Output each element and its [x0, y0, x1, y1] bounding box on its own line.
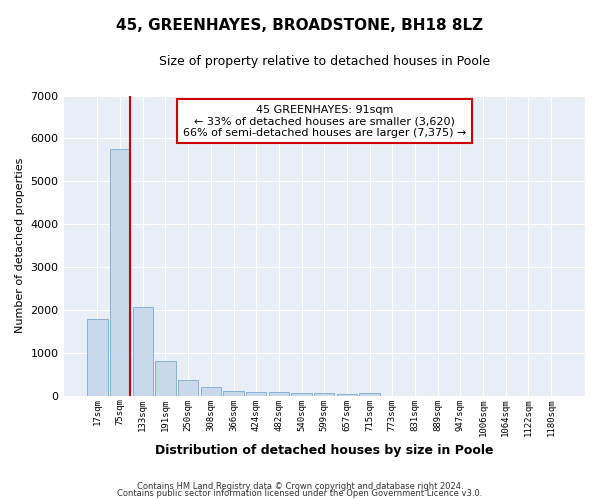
- Bar: [110, 149, 130, 396]
- Text: 45 GREENHAYES: 91sqm
← 33% of detached houses are smaller (3,620)
66% of semi-de: 45 GREENHAYES: 91sqm ← 33% of detached h…: [182, 104, 466, 138]
- Bar: [246, 392, 266, 396]
- Bar: [269, 392, 289, 396]
- Bar: [155, 360, 176, 396]
- X-axis label: Distribution of detached houses by size in Poole: Distribution of detached houses by size …: [155, 444, 494, 458]
- Text: 45, GREENHAYES, BROADSTONE, BH18 8LZ: 45, GREENHAYES, BROADSTONE, BH18 8LZ: [116, 18, 484, 32]
- Bar: [87, 320, 107, 396]
- Y-axis label: Number of detached properties: Number of detached properties: [15, 158, 25, 334]
- Bar: [292, 393, 312, 396]
- Text: Contains public sector information licensed under the Open Government Licence v3: Contains public sector information licen…: [118, 490, 482, 498]
- Bar: [314, 394, 334, 396]
- Bar: [178, 380, 199, 396]
- Text: Contains HM Land Registry data © Crown copyright and database right 2024.: Contains HM Land Registry data © Crown c…: [137, 482, 463, 491]
- Bar: [200, 386, 221, 396]
- Bar: [223, 391, 244, 396]
- Bar: [359, 393, 380, 396]
- Title: Size of property relative to detached houses in Poole: Size of property relative to detached ho…: [159, 55, 490, 68]
- Bar: [133, 308, 153, 396]
- Bar: [337, 394, 357, 396]
